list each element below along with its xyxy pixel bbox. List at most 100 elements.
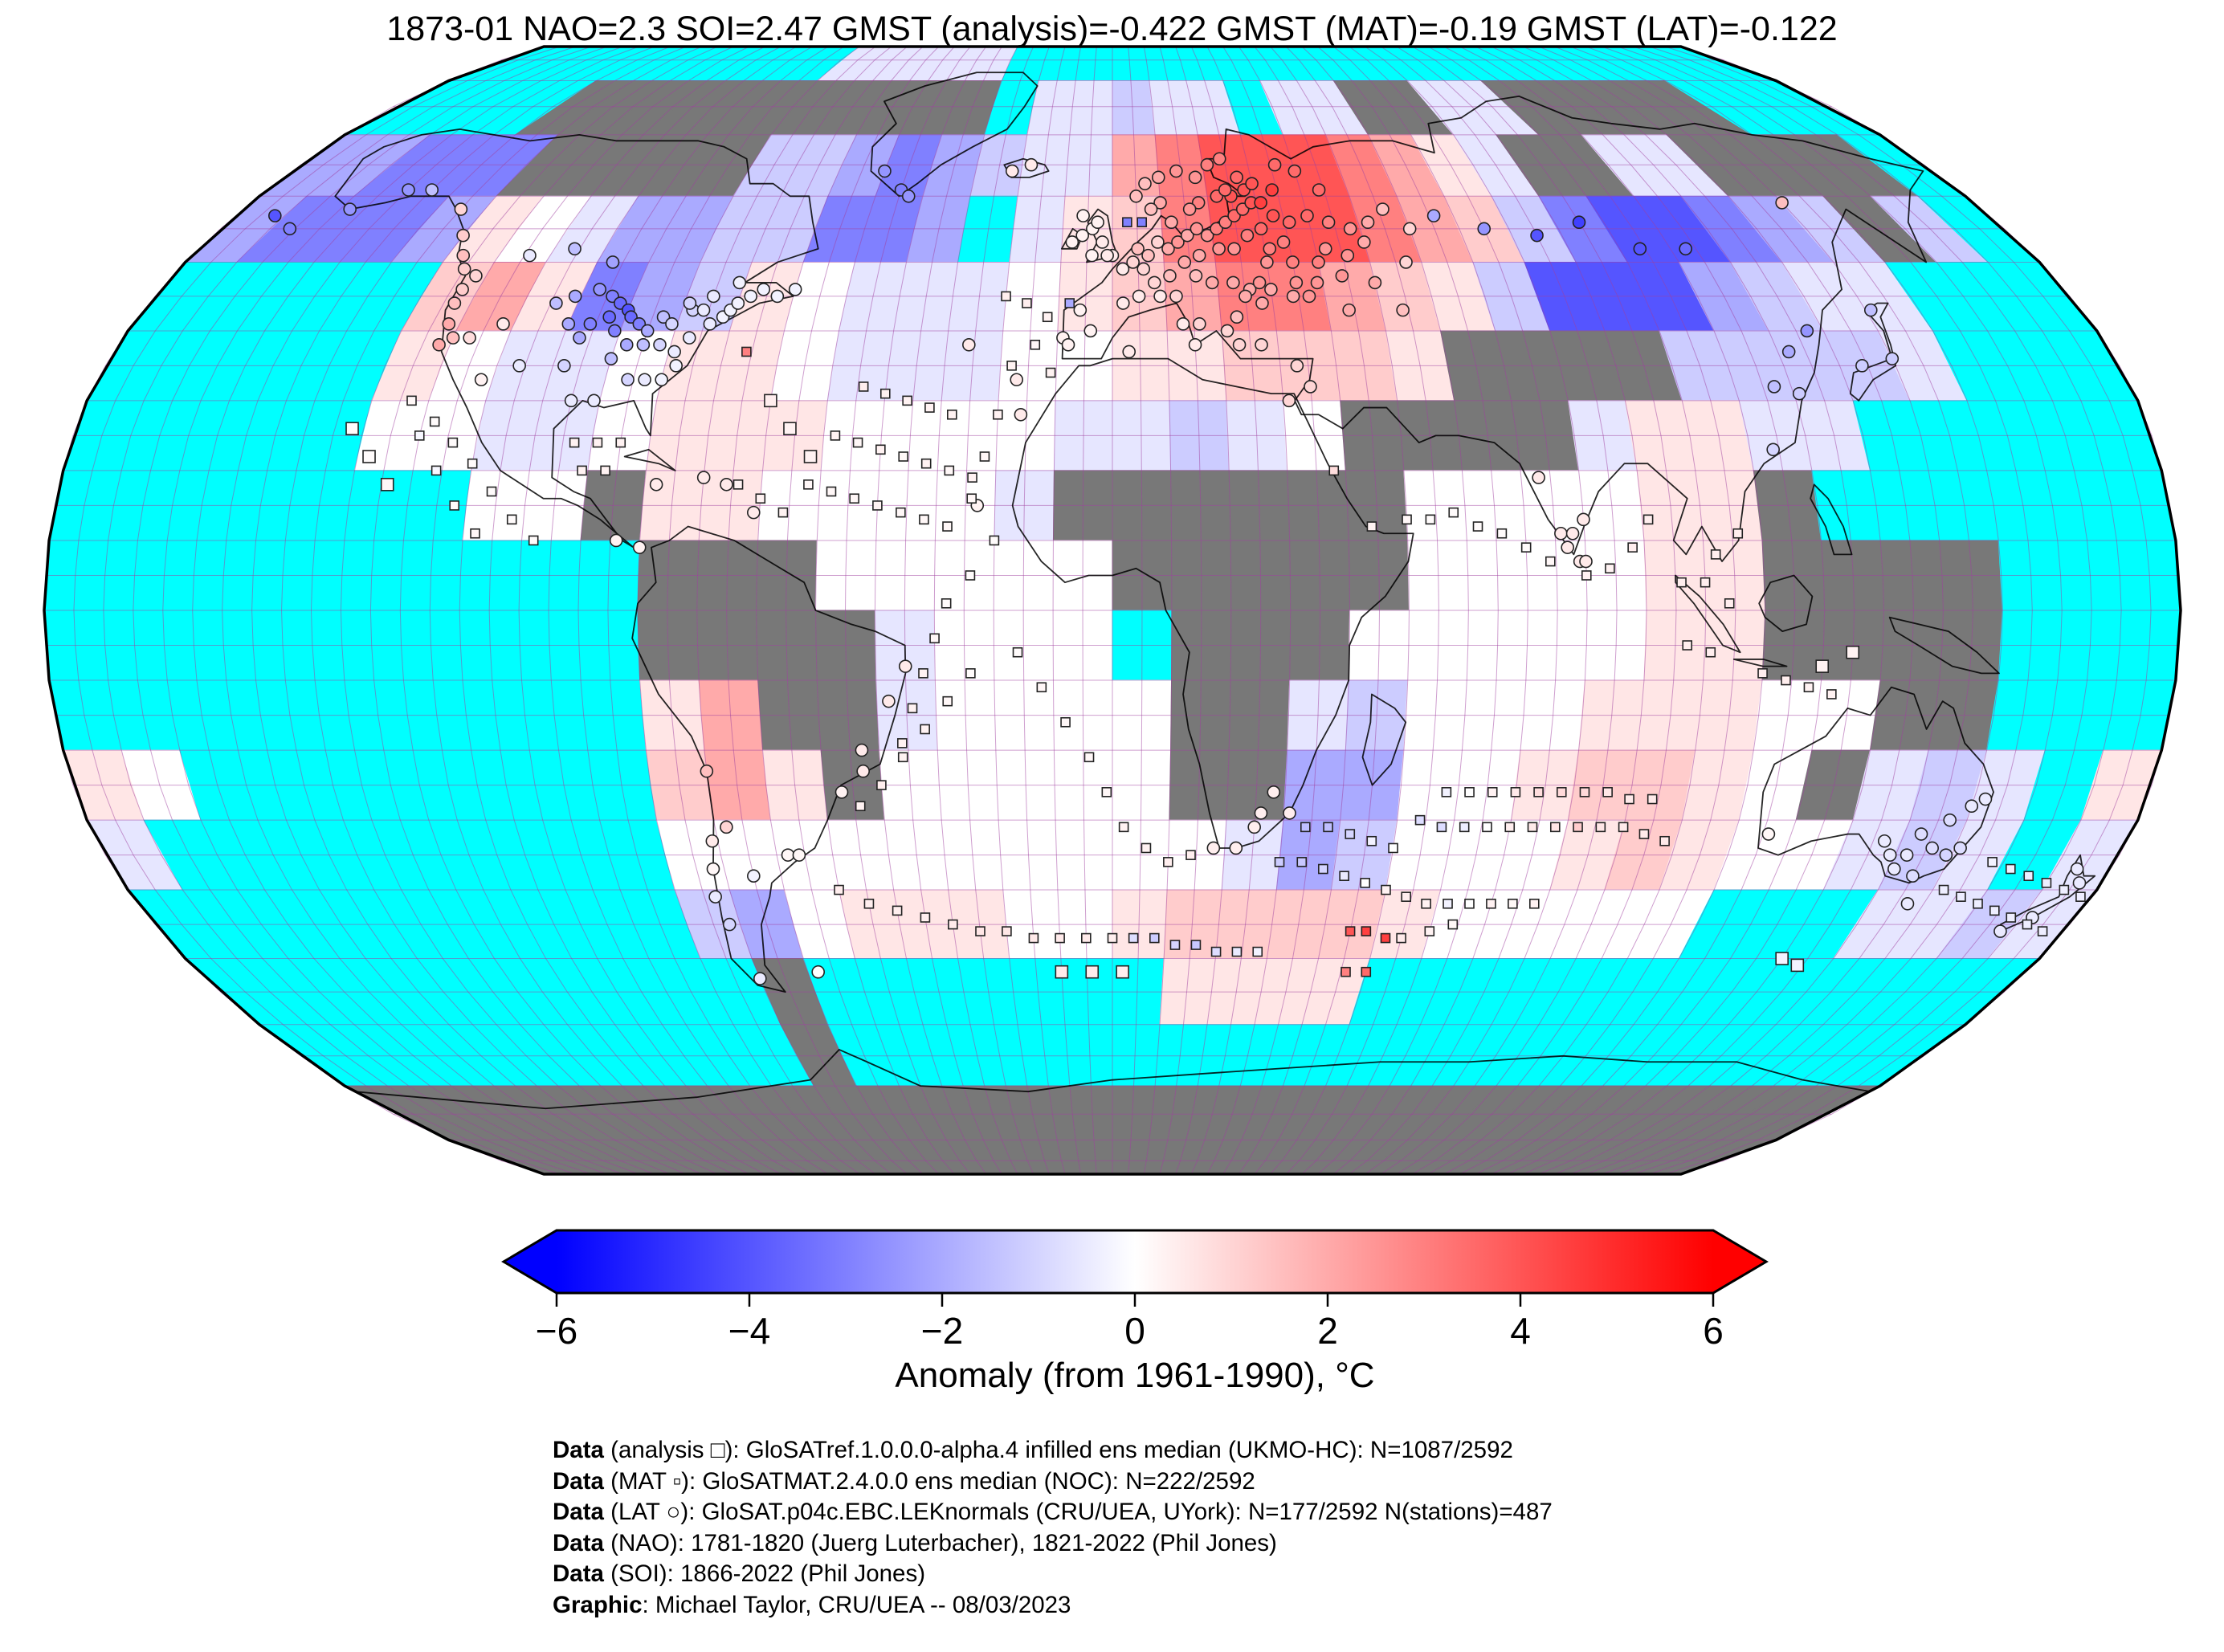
lat-station-circle-marker [1302,289,1316,304]
mat-ship-square-marker [1732,528,1744,539]
mat-ship-square-marker [1163,857,1173,867]
mat-ship-square-marker [1989,905,2000,916]
lat-station-circle-marker [2070,862,2084,876]
lat-station-circle-marker [402,183,415,197]
meridian-line [607,46,845,1175]
lat-station-circle-marker [1887,862,1901,876]
colorbar-tick-label: 0 [1124,1310,1145,1352]
mat-ship-square-marker [2059,884,2070,895]
lat-station-circle-marker [1863,303,1878,317]
meridian-line [1633,46,2092,1175]
lat-station-circle-marker [669,359,683,373]
lat-station-circle-marker [1304,380,1317,394]
meridian-line [1222,46,1321,1175]
mat-ship-square-marker [1826,689,1837,700]
mat-ship-square-marker [830,430,841,441]
lat-station-circle-marker [1229,841,1243,855]
lat-station-circle-marker [1263,242,1277,256]
mat-ship-square-marker [920,458,932,469]
lat-station-circle-marker [1126,255,1140,269]
lat-station-circle-marker [1061,338,1075,352]
mat-ship-square-marker [2022,919,2033,930]
meridian-line [1022,46,1066,1175]
lat-station-circle-marker [708,890,722,904]
mat-ship-square-marker [1081,932,1092,944]
lat-station-circle-marker [604,352,618,365]
lat-station-circle-marker [1396,303,1410,317]
lat-station-circle-marker [1005,164,1019,178]
lat-station-circle-marker [1153,196,1167,210]
mat-ship-square-marker [897,738,908,748]
mat-ship-square-marker [1602,787,1613,797]
mat-ship-square-marker [486,486,497,497]
mat-ship-square-marker [414,430,425,441]
lat-station-circle-marker [1014,407,1028,422]
analysis-square-marker [1846,645,1860,659]
lat-station-circle-marker [653,338,667,352]
lat-station-circle-marker [1877,834,1891,848]
mat-ship-square-marker [1464,787,1475,797]
mat-ship-square-marker [967,472,977,483]
lat-station-circle-marker [1792,386,1806,401]
lat-station-circle-marker [1255,338,1268,352]
lat-station-circle-marker [1312,183,1326,197]
mat-ship-square-marker [577,465,587,476]
lat-station-circle-marker [1925,841,1939,855]
mat-ship-square-marker [966,493,977,504]
analysis-square-marker [1790,958,1805,973]
lat-station-circle-marker [1883,848,1897,862]
mat-ship-square-marker [902,395,912,406]
anomaly-cell [1009,195,1066,263]
mat-ship-square-marker [470,528,480,539]
mat-ship-square-marker [1627,542,1638,553]
lat-station-circle-marker [707,289,720,304]
mat-ship-square-marker [1210,946,1222,957]
lat-station-circle-marker [268,209,282,222]
mat-ship-square-marker [2006,912,2017,923]
lat-station-circle-marker [1218,183,1232,197]
meridian-line [756,46,924,1175]
footer-line-label: Data [553,1467,604,1495]
mat-ship-square-marker [1647,793,1658,805]
antarctica-coastline [354,1049,1871,1110]
coastline [1849,302,1897,402]
mat-ship-square-marker [1443,898,1453,909]
mat-ship-square-marker [569,437,580,448]
meridian-line [637,46,860,1175]
mat-ship-square-marker [898,451,909,462]
footer-line-text: (SOI): 1866-2022 (Phil Jones) [603,1560,926,1588]
lat-station-circle-marker [621,373,635,387]
lat-station-circle-marker [447,296,462,310]
analysis-square-marker [803,450,818,463]
lat-station-circle-marker [1477,222,1492,236]
meridian-line [310,46,687,1175]
lat-station-circle-marker [1530,228,1544,243]
mat-ship-square-marker [2041,878,2052,888]
mat-ship-square-marker [1366,521,1377,532]
lat-station-circle-marker [1138,177,1152,190]
lat-station-circle-marker [1633,242,1647,256]
lat-station-circle-marker [1254,222,1268,236]
meridian-line [1082,46,1097,1175]
lat-station-circle-marker [1148,275,1161,290]
mat-ship-square-marker [1421,898,1431,909]
coastline [623,448,676,471]
lat-station-circle-marker [1129,190,1143,203]
lat-station-circle-marker [1220,324,1234,338]
lat-station-circle-marker [638,373,651,387]
meridian-line [1317,46,1499,1175]
lat-station-circle-marker [2072,876,2087,890]
lat-station-circle-marker [1283,806,1296,820]
lat-station-circle-marker [683,296,697,310]
mat-ship-square-marker [1556,787,1567,797]
meridian-line [222,46,639,1175]
lat-station-circle-marker [1953,841,1967,855]
lat-station-circle-marker [1290,359,1304,373]
footer-line-label: Graphic [553,1591,643,1618]
mat-ship-square-marker [1055,932,1065,944]
mat-ship-square-marker [1296,857,1308,867]
lat-station-circle-marker [1100,248,1114,263]
mat-ship-square-marker [1345,829,1356,839]
mat-ship-square-marker [896,507,906,518]
meridian-line [1507,46,1855,1175]
